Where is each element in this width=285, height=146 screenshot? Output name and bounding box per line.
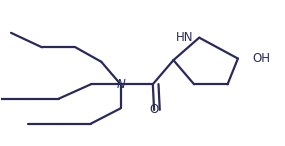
Text: O: O [149,104,159,117]
Text: HN: HN [176,31,194,44]
Text: N: N [116,78,125,91]
Text: OH: OH [252,52,270,65]
